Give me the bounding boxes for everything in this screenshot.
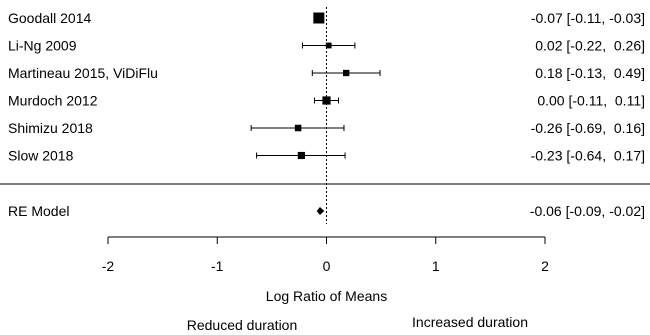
x-axis: -2 -1 0 1 2 xyxy=(102,236,549,274)
study-ci-text: 0.02 [-0.22, 0.26] xyxy=(535,38,645,54)
point-estimate xyxy=(325,42,332,49)
study-label: Li-Ng 2009 xyxy=(8,38,77,54)
study-row: Slow 2018 -0.23 [-0.64, 0.17] xyxy=(8,148,645,164)
x-tick-label: 2 xyxy=(541,258,549,274)
study-label: Murdoch 2012 xyxy=(8,93,98,109)
study-label: Shimizu 2018 xyxy=(8,120,93,136)
summary-ci-text: -0.06 [-0.09, -0.02] xyxy=(530,203,645,219)
study-label: Goodall 2014 xyxy=(8,10,92,26)
x-axis-title: Log Ratio of Means xyxy=(266,288,387,304)
summary-row: RE Model -0.06 [-0.09, -0.02] xyxy=(8,203,645,219)
x-tick-label: -2 xyxy=(102,258,115,274)
point-estimate xyxy=(297,151,305,160)
study-ci-text: 0.00 [-0.11, 0.11] xyxy=(537,93,645,109)
study-row: Shimizu 2018 -0.26 [-0.69, 0.16] xyxy=(8,120,645,136)
study-ci-text: -0.07 [-0.11, -0.03] xyxy=(531,10,645,26)
x-tick-label: 0 xyxy=(323,258,331,274)
study-rows: Goodall 2014 -0.07 [-0.11, -0.03] Li-Ng 20… xyxy=(8,10,645,164)
study-row: Li-Ng 2009 0.02 [-0.22, 0.26] xyxy=(8,38,645,54)
study-row: Murdoch 2012 0.00 [-0.11, 0.11] xyxy=(8,93,645,109)
annotation-increased-duration: Increased duration xyxy=(412,314,528,330)
point-estimate xyxy=(322,96,331,105)
annotation-reduced-duration: Reduced duration xyxy=(187,317,298,333)
point-estimate xyxy=(313,12,325,24)
study-label: Slow 2018 xyxy=(8,148,74,164)
study-row: Martineau 2015, ViDiFlu 0.18 [-0.13, 0.49… xyxy=(8,65,645,81)
x-tick-label: 1 xyxy=(432,258,440,274)
summary-diamond xyxy=(316,207,325,215)
study-ci-text: 0.18 [-0.13, 0.49] xyxy=(535,65,645,81)
summary-label: RE Model xyxy=(8,203,69,219)
point-estimate xyxy=(294,124,302,132)
study-row: Goodall 2014 -0.07 [-0.11, -0.03] xyxy=(8,10,645,26)
study-ci-text: -0.26 [-0.69, 0.16] xyxy=(531,120,645,136)
x-tick-label: -1 xyxy=(211,258,224,274)
study-ci-text: -0.23 [-0.64, 0.17] xyxy=(531,148,645,164)
point-estimate xyxy=(343,69,350,77)
study-label: Martineau 2015, ViDiFlu xyxy=(8,65,158,81)
